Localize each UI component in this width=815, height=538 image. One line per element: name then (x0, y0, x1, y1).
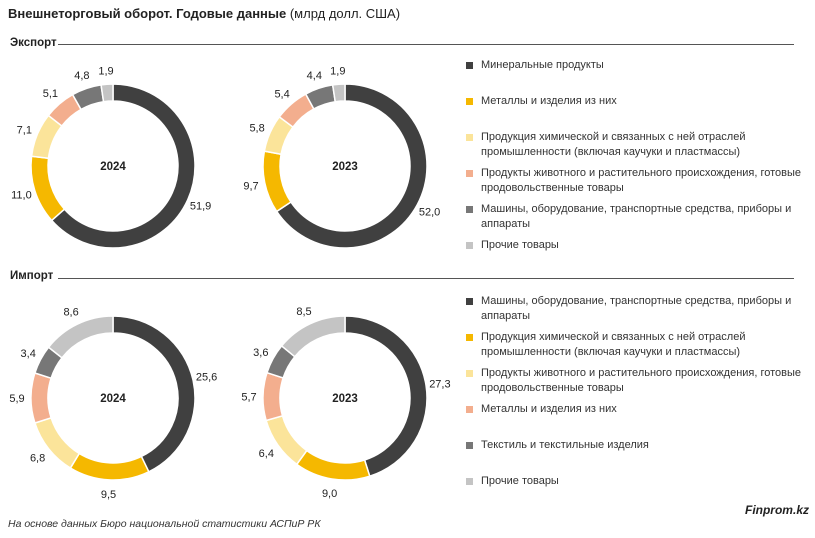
slice-value-label: 1,9 (98, 65, 113, 77)
source-note: На основе данных Бюро национальной стати… (8, 518, 321, 530)
legend-label: Продукты животного и растительного проис… (481, 367, 802, 394)
slice-value-label: 9,0 (322, 488, 337, 500)
slice-value-label: 5,7 (241, 391, 256, 403)
legend-item: Металлы и изделия из них (466, 402, 617, 417)
donut-slice (262, 371, 285, 422)
legend-item: Продукты животного и растительного проис… (466, 166, 811, 196)
slice-value-label: 4,8 (74, 70, 89, 82)
donut-slice (275, 83, 428, 249)
legend-item: Металлы и изделия из них (466, 94, 617, 109)
slice-value-label: 7,1 (17, 124, 32, 136)
slice-value-label: 3,4 (21, 348, 36, 360)
brand-logo: Finprom.kz (744, 503, 809, 517)
legend-label: Текстиль и текстильные изделия (481, 439, 649, 451)
slice-value-label: 8,5 (296, 306, 311, 318)
legend-label: Продукция химической и связанных с ней о… (481, 131, 746, 158)
slice-value-label: 5,1 (43, 88, 58, 100)
legend-label: Прочие товары (481, 475, 559, 487)
slice-value-label: 5,9 (9, 393, 24, 405)
legend-item: Прочие товары (466, 474, 559, 489)
legend-label: Машины, оборудование, транспортные средс… (481, 203, 792, 230)
chart-title: Внешнеторговый оборот. Годовые данные (м… (8, 6, 401, 21)
donut-slice (100, 83, 114, 103)
donut-slice (295, 449, 371, 481)
legend-item: Машины, оборудование, транспортные средс… (466, 202, 811, 232)
legend-swatch (466, 370, 473, 377)
legend-swatch (466, 206, 473, 213)
legend-item: Продукция химической и связанных с ней о… (466, 130, 811, 160)
section-rule-export (58, 44, 794, 45)
legend-item: Прочие товары (466, 238, 559, 253)
legend-label: Продукция химической и связанных с ней о… (481, 331, 746, 358)
legend-item: Продукция химической и связанных с ней о… (466, 330, 811, 360)
legend-swatch (466, 98, 473, 105)
legend-swatch (466, 406, 473, 413)
slice-value-label: 4,4 (307, 70, 322, 82)
section-label-import: Импорт (10, 270, 54, 282)
legend-label: Металлы и изделия из них (481, 403, 617, 415)
donut-center-year: 2023 (332, 393, 358, 405)
donut-slice (47, 315, 114, 359)
legend-label: Продукты животного и растительного проис… (481, 167, 802, 194)
legend-swatch (466, 334, 473, 341)
slice-value-label: 1,9 (330, 65, 345, 77)
legend-swatch (466, 298, 473, 305)
slice-value-label: 6,4 (259, 448, 274, 460)
legend-swatch (466, 170, 473, 177)
donut-slice (69, 452, 150, 481)
slice-value-label: 9,7 (243, 180, 258, 192)
donut-slice (30, 372, 53, 424)
slice-value-label: 11,0 (11, 190, 32, 202)
legend-swatch (466, 478, 473, 485)
donut-slice (50, 83, 196, 249)
donut-slice (262, 150, 292, 213)
donut-center-year: 2024 (100, 393, 126, 405)
legend-label: Металлы и изделия из них (481, 95, 617, 107)
slice-value-label: 25,6 (196, 372, 217, 384)
legend-label: Машины, оборудование, транспортные средс… (481, 295, 792, 322)
section-label-export: Экспорт (10, 37, 57, 49)
legend-swatch (466, 242, 473, 249)
donut-center-year: 2023 (332, 161, 358, 173)
slice-value-label: 51,9 (190, 200, 211, 212)
legend-item: Машины, оборудование, транспортные средс… (466, 294, 811, 324)
legend-item: Текстиль и текстильные изделия (466, 438, 649, 453)
slice-value-label: 27,3 (429, 378, 450, 390)
slice-value-label: 5,8 (249, 123, 264, 135)
slice-value-label: 52,0 (419, 206, 440, 218)
slice-value-label: 6,8 (30, 452, 45, 464)
legend-swatch (466, 134, 473, 141)
slice-value-label: 9,5 (101, 489, 116, 501)
slice-value-label: 5,4 (274, 88, 289, 100)
donut-center-year: 2024 (100, 161, 126, 173)
legend-swatch (466, 442, 473, 449)
slice-value-label: 8,6 (63, 307, 78, 319)
donut-slice (30, 155, 66, 222)
legend-item: Минеральные продукты (466, 58, 604, 73)
slice-value-label: 3,6 (253, 347, 268, 359)
legend-swatch (466, 62, 473, 69)
section-rule-import (58, 278, 794, 279)
legend-label: Прочие товары (481, 239, 559, 251)
legend-item: Продукты животного и растительного проис… (466, 366, 811, 396)
donut-slice (331, 83, 346, 103)
legend-label: Минеральные продукты (481, 59, 604, 71)
donut-slice (280, 315, 346, 358)
